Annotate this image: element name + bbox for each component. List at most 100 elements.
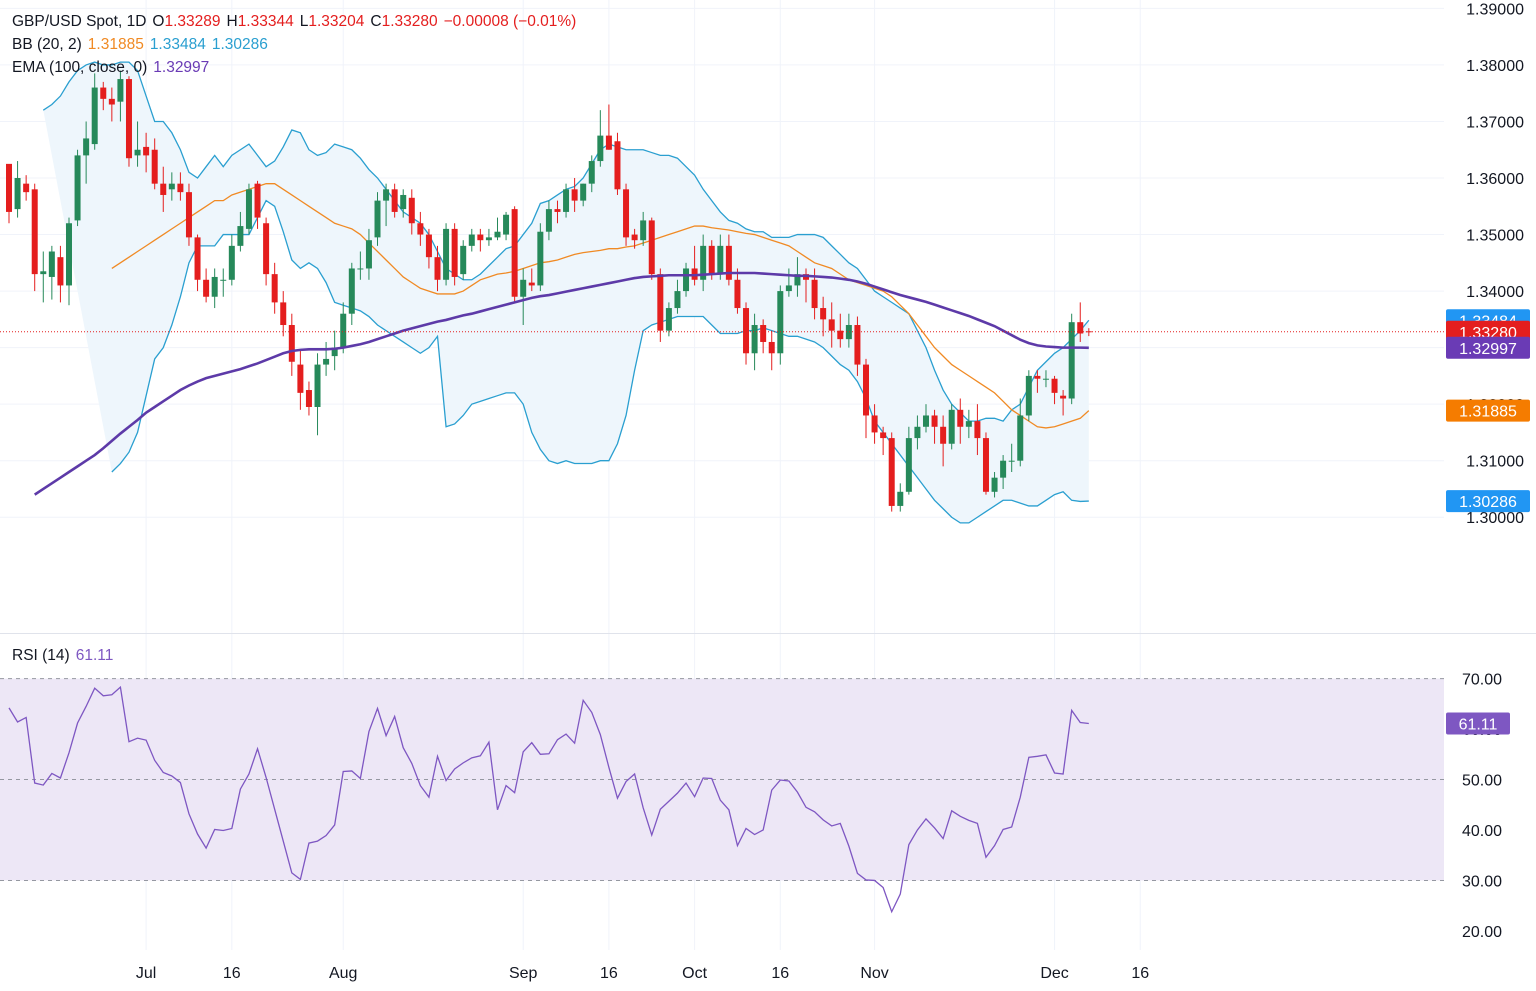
x-tick-label: Aug (329, 965, 357, 982)
candle-body (528, 282, 535, 286)
candle-body (614, 141, 621, 190)
ema-tag-label: 1.32997 (1459, 341, 1517, 358)
y-tick-label: 1.36000 (1466, 171, 1524, 188)
candle-body (211, 276, 218, 297)
candle-body (314, 364, 321, 407)
candle-body (751, 325, 758, 354)
candles (6, 70, 1092, 512)
x-tick-label: 16 (1131, 965, 1149, 982)
candle-body (297, 364, 304, 393)
y-tick-label: 1.35000 (1466, 228, 1524, 245)
candle-body (845, 325, 852, 340)
high-value: 1.33344 (237, 13, 294, 30)
candle-body (57, 257, 64, 286)
candle-body (1051, 378, 1058, 393)
close-value: 1.33280 (381, 13, 438, 30)
candle-body (6, 163, 12, 212)
candle-body (408, 197, 415, 224)
candle-body (743, 308, 750, 354)
candle-body (974, 421, 981, 439)
open-value: 1.33289 (164, 13, 221, 30)
candle-body (271, 274, 278, 303)
rsi-tick-label: 50.00 (1462, 773, 1502, 790)
rsi-tag-label: 61.11 (1459, 716, 1498, 733)
candle-body (940, 426, 947, 444)
candle-body (931, 415, 938, 427)
candle-body (837, 330, 844, 340)
candle-body (888, 438, 895, 506)
candle-body (203, 279, 210, 297)
candle-body (623, 189, 630, 238)
x-tick-label: Oct (682, 965, 707, 982)
candle-body (74, 155, 81, 221)
candle-body (23, 183, 30, 193)
candle-body (588, 161, 595, 184)
rsi-line (8, 685, 1089, 914)
low-label: L (299, 13, 309, 30)
candle-body (460, 245, 467, 275)
candle-body (451, 228, 458, 277)
candle-body (374, 200, 381, 238)
candle-body (683, 268, 690, 292)
ema-legend: EMA (100, close, 0) 1.32997 (12, 58, 215, 78)
candle-body (725, 245, 732, 280)
candle-body (605, 135, 612, 150)
candle-body (1025, 375, 1032, 416)
candle-body (811, 279, 818, 309)
candle-body (854, 325, 861, 365)
rsi-tick-label: 70.00 (1462, 672, 1502, 689)
rsi-tick-label: 20.00 (1462, 924, 1502, 941)
candle-body (991, 477, 998, 492)
candle-body (1034, 375, 1041, 379)
candle-body (194, 237, 201, 280)
candle-body (177, 183, 184, 193)
rsi-label: RSI (14) (12, 647, 70, 664)
candle-body (31, 189, 38, 275)
candle-body (657, 274, 664, 331)
candle-body (280, 302, 287, 326)
candle-body (160, 183, 167, 195)
candle-body (65, 223, 72, 286)
ema-line (33, 271, 1089, 496)
candle-body (1077, 322, 1084, 334)
open-label: O (152, 13, 165, 30)
candle-body (545, 209, 552, 232)
candle-body (100, 87, 107, 99)
candle-body (760, 325, 767, 342)
candle-body (965, 421, 972, 427)
y-tick-label: 1.34000 (1466, 284, 1524, 301)
candle-body (134, 149, 141, 156)
candle-body (563, 189, 570, 212)
candle-body (305, 390, 312, 407)
candle-body (288, 325, 295, 362)
candle-body (348, 268, 355, 314)
candle-body (665, 308, 672, 331)
candle-body (263, 223, 270, 275)
pane-separator (0, 633, 1536, 634)
candle-body (365, 240, 372, 269)
bb-basis-value: 1.31885 (87, 36, 144, 53)
candle-body (425, 234, 432, 258)
candle-body (391, 189, 398, 212)
candle-body (597, 135, 604, 162)
candle-body (125, 79, 132, 159)
bb-legend: BB (20, 2) 1.31885 1.33484 1.30286 (12, 35, 274, 55)
candle-body (468, 234, 475, 246)
bb-upper-value: 1.33484 (149, 36, 206, 53)
candle-body (511, 209, 518, 297)
rsi-pane (0, 678, 1444, 914)
y-tick-label: 1.30000 (1466, 510, 1524, 527)
candle-body (957, 409, 964, 427)
candle-body (40, 271, 47, 275)
x-tick-label: Sep (509, 965, 538, 982)
candle-body (434, 257, 441, 280)
candle-body (237, 226, 244, 246)
candle-body (905, 438, 912, 492)
ema-tag (1446, 336, 1530, 359)
y-tick-label: 1.31000 (1466, 454, 1524, 471)
candle-body (143, 146, 150, 156)
candle-body (228, 245, 235, 280)
candle-body (477, 234, 484, 241)
candle-body (674, 291, 681, 309)
